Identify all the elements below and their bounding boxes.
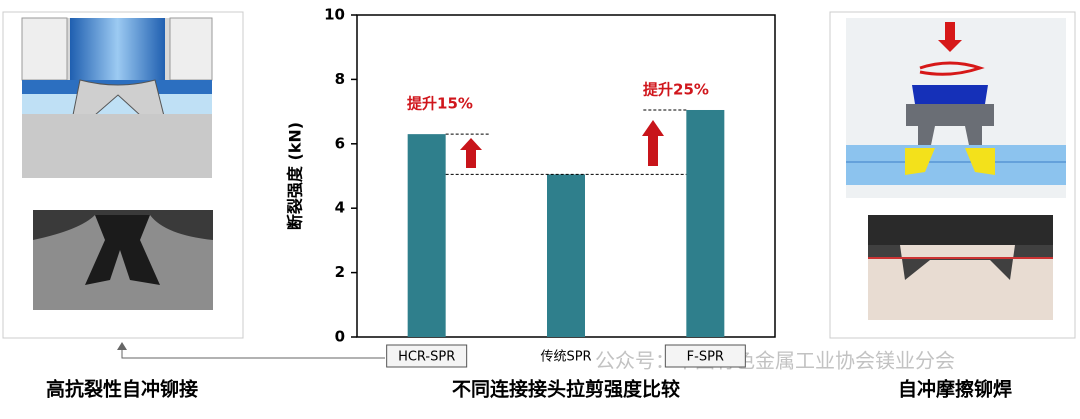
caption: 不同连接接头拉剪强度比较 bbox=[452, 378, 680, 401]
x-tick-label: HCR-SPR bbox=[398, 350, 455, 365]
watermark: 公众号：中国有色金属工业协会镁业分会 bbox=[595, 349, 955, 373]
y-tick-label: 10 bbox=[324, 6, 345, 24]
left-illustration bbox=[2, 11, 244, 339]
y-tick-label: 8 bbox=[335, 70, 345, 88]
caption: 自冲摩擦铆焊 bbox=[898, 378, 1012, 401]
connector-head bbox=[117, 342, 127, 350]
y-tick-label: 2 bbox=[335, 263, 345, 281]
bar bbox=[407, 134, 446, 337]
y-tick-label: 4 bbox=[335, 199, 345, 217]
category-box bbox=[386, 344, 468, 368]
bar bbox=[686, 109, 725, 338]
caption: 高抗裂性自冲铆接 bbox=[46, 378, 198, 401]
y-tick-label: 0 bbox=[335, 328, 345, 346]
bar bbox=[547, 174, 585, 337]
x-tick-label: 传统SPR bbox=[540, 350, 591, 365]
category-box bbox=[664, 344, 746, 368]
increase-arrow bbox=[460, 138, 482, 168]
annotation: 提升15% bbox=[407, 95, 473, 113]
y-axis-label: 断裂强度 (kN) bbox=[286, 122, 305, 230]
y-tick-label: 6 bbox=[335, 134, 345, 152]
annotation: 提升25% bbox=[643, 81, 709, 99]
right-illustration bbox=[829, 11, 1076, 339]
increase-arrow bbox=[642, 120, 664, 166]
connector bbox=[121, 344, 385, 359]
x-tick-label: F-SPR bbox=[687, 350, 724, 365]
